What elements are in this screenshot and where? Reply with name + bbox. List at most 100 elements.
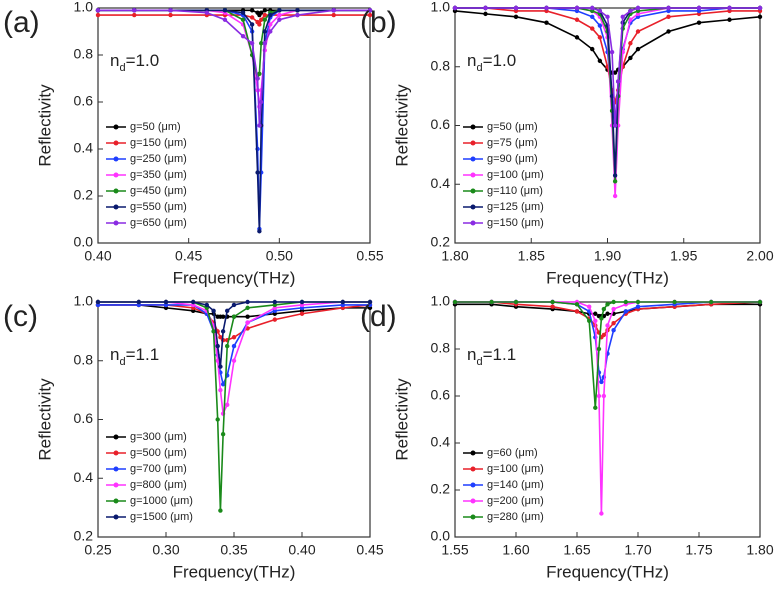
y-tick-label: 0.4 [431, 175, 451, 191]
data-point [696, 20, 702, 25]
annotation-part: d [476, 62, 482, 74]
data-point [623, 299, 628, 305]
data-point [257, 22, 262, 27]
data-point [367, 8, 373, 13]
data-point [231, 343, 237, 349]
data-point [544, 20, 549, 25]
data-point [587, 318, 592, 323]
y-tick-label: 0.2 [431, 234, 451, 250]
x-tick-label: 1.80 [746, 542, 773, 558]
y-axis-label: Reflectivity [392, 84, 411, 167]
data-point [597, 35, 603, 40]
y-tick-label: 0.6 [74, 410, 94, 426]
x-tick-label: 1.75 [685, 542, 712, 558]
data-point [95, 299, 101, 305]
data-point [163, 299, 169, 305]
data-point [191, 299, 196, 305]
x-tick-label: 0.55 [356, 248, 383, 264]
legend-marker [470, 140, 476, 146]
x-tick-label: 1.55 [441, 542, 468, 558]
annotation-part: =1.1 [126, 345, 160, 364]
legend-marker [470, 124, 476, 130]
data-point [249, 22, 255, 27]
data-point [635, 299, 641, 305]
data-point [709, 299, 714, 305]
panel-label: (c) [3, 300, 38, 333]
legend-label: g=500 (μm) [130, 447, 187, 459]
data-point [574, 17, 580, 22]
data-point [240, 10, 246, 15]
annotation-part: d [119, 356, 125, 368]
legend-label: g=100 (μm) [487, 169, 544, 181]
data-point [605, 302, 610, 307]
legend-label: g=1000 (μm) [130, 495, 193, 507]
legend-marker [470, 466, 476, 472]
data-point [611, 320, 616, 326]
data-point [245, 314, 250, 319]
series-line [455, 7, 760, 126]
series-line [98, 304, 371, 341]
data-point [596, 393, 602, 399]
data-point [231, 302, 237, 308]
data-point [590, 46, 595, 52]
data-point [259, 10, 264, 15]
data-point [601, 393, 607, 399]
legend-label: g=150 (μm) [487, 217, 544, 229]
data-point [231, 335, 237, 340]
x-tick-label: 1.80 [441, 248, 468, 264]
data-point [597, 23, 603, 28]
data-point [240, 17, 246, 22]
legend-marker [113, 188, 119, 194]
y-axis-label: Reflectivity [35, 84, 54, 167]
legend-label: g=100 (μm) [487, 463, 544, 475]
data-point [489, 299, 494, 305]
data-point [262, 29, 268, 34]
data-point [240, 34, 246, 39]
legend-label: g=50 (μm) [130, 121, 181, 133]
y-tick-label: 0.8 [74, 46, 94, 62]
panel-label: (d) [360, 300, 397, 333]
data-point [605, 323, 610, 328]
y-tick-label: 0.2 [431, 481, 451, 497]
data-point [367, 299, 373, 305]
data-point [295, 8, 300, 13]
legend-label: g=140 (μm) [487, 479, 544, 491]
data-point [574, 35, 580, 40]
panel-label: (b) [360, 6, 397, 39]
y-tick-label: 0.6 [74, 93, 94, 109]
annotation: nd=1.1 [110, 345, 159, 367]
data-point [249, 41, 255, 46]
data-point [255, 76, 260, 81]
legend-label: g=280 (μm) [487, 511, 544, 523]
legend-label: g=550 (μm) [130, 201, 187, 213]
data-point [225, 402, 230, 408]
data-point [574, 302, 580, 307]
x-tick-label: 0.45 [175, 248, 202, 264]
legend-marker [113, 498, 119, 504]
legend-marker [470, 514, 476, 520]
legend-marker [113, 156, 119, 162]
data-point [612, 173, 618, 178]
data-point [727, 5, 732, 11]
x-axis-label: Frequency(THz) [546, 562, 669, 581]
data-point [268, 29, 273, 34]
data-point [218, 364, 223, 369]
x-tick-label: 1.85 [518, 248, 545, 264]
annotation: nd=1.1 [467, 345, 516, 367]
data-point [299, 311, 305, 316]
data-point [757, 5, 763, 11]
y-tick-label: 0.6 [431, 387, 451, 403]
data-point [757, 14, 763, 20]
data-point [635, 29, 641, 34]
data-point [245, 305, 250, 311]
data-point [168, 12, 173, 18]
data-point [218, 508, 223, 513]
annotation-part: n [467, 345, 476, 364]
legend-marker [113, 204, 119, 210]
legend-marker [470, 156, 476, 162]
legend-label: g=650 (μm) [130, 217, 187, 229]
data-point [132, 12, 137, 18]
data-point [262, 41, 268, 46]
x-tick-label: 0.35 [220, 542, 247, 558]
